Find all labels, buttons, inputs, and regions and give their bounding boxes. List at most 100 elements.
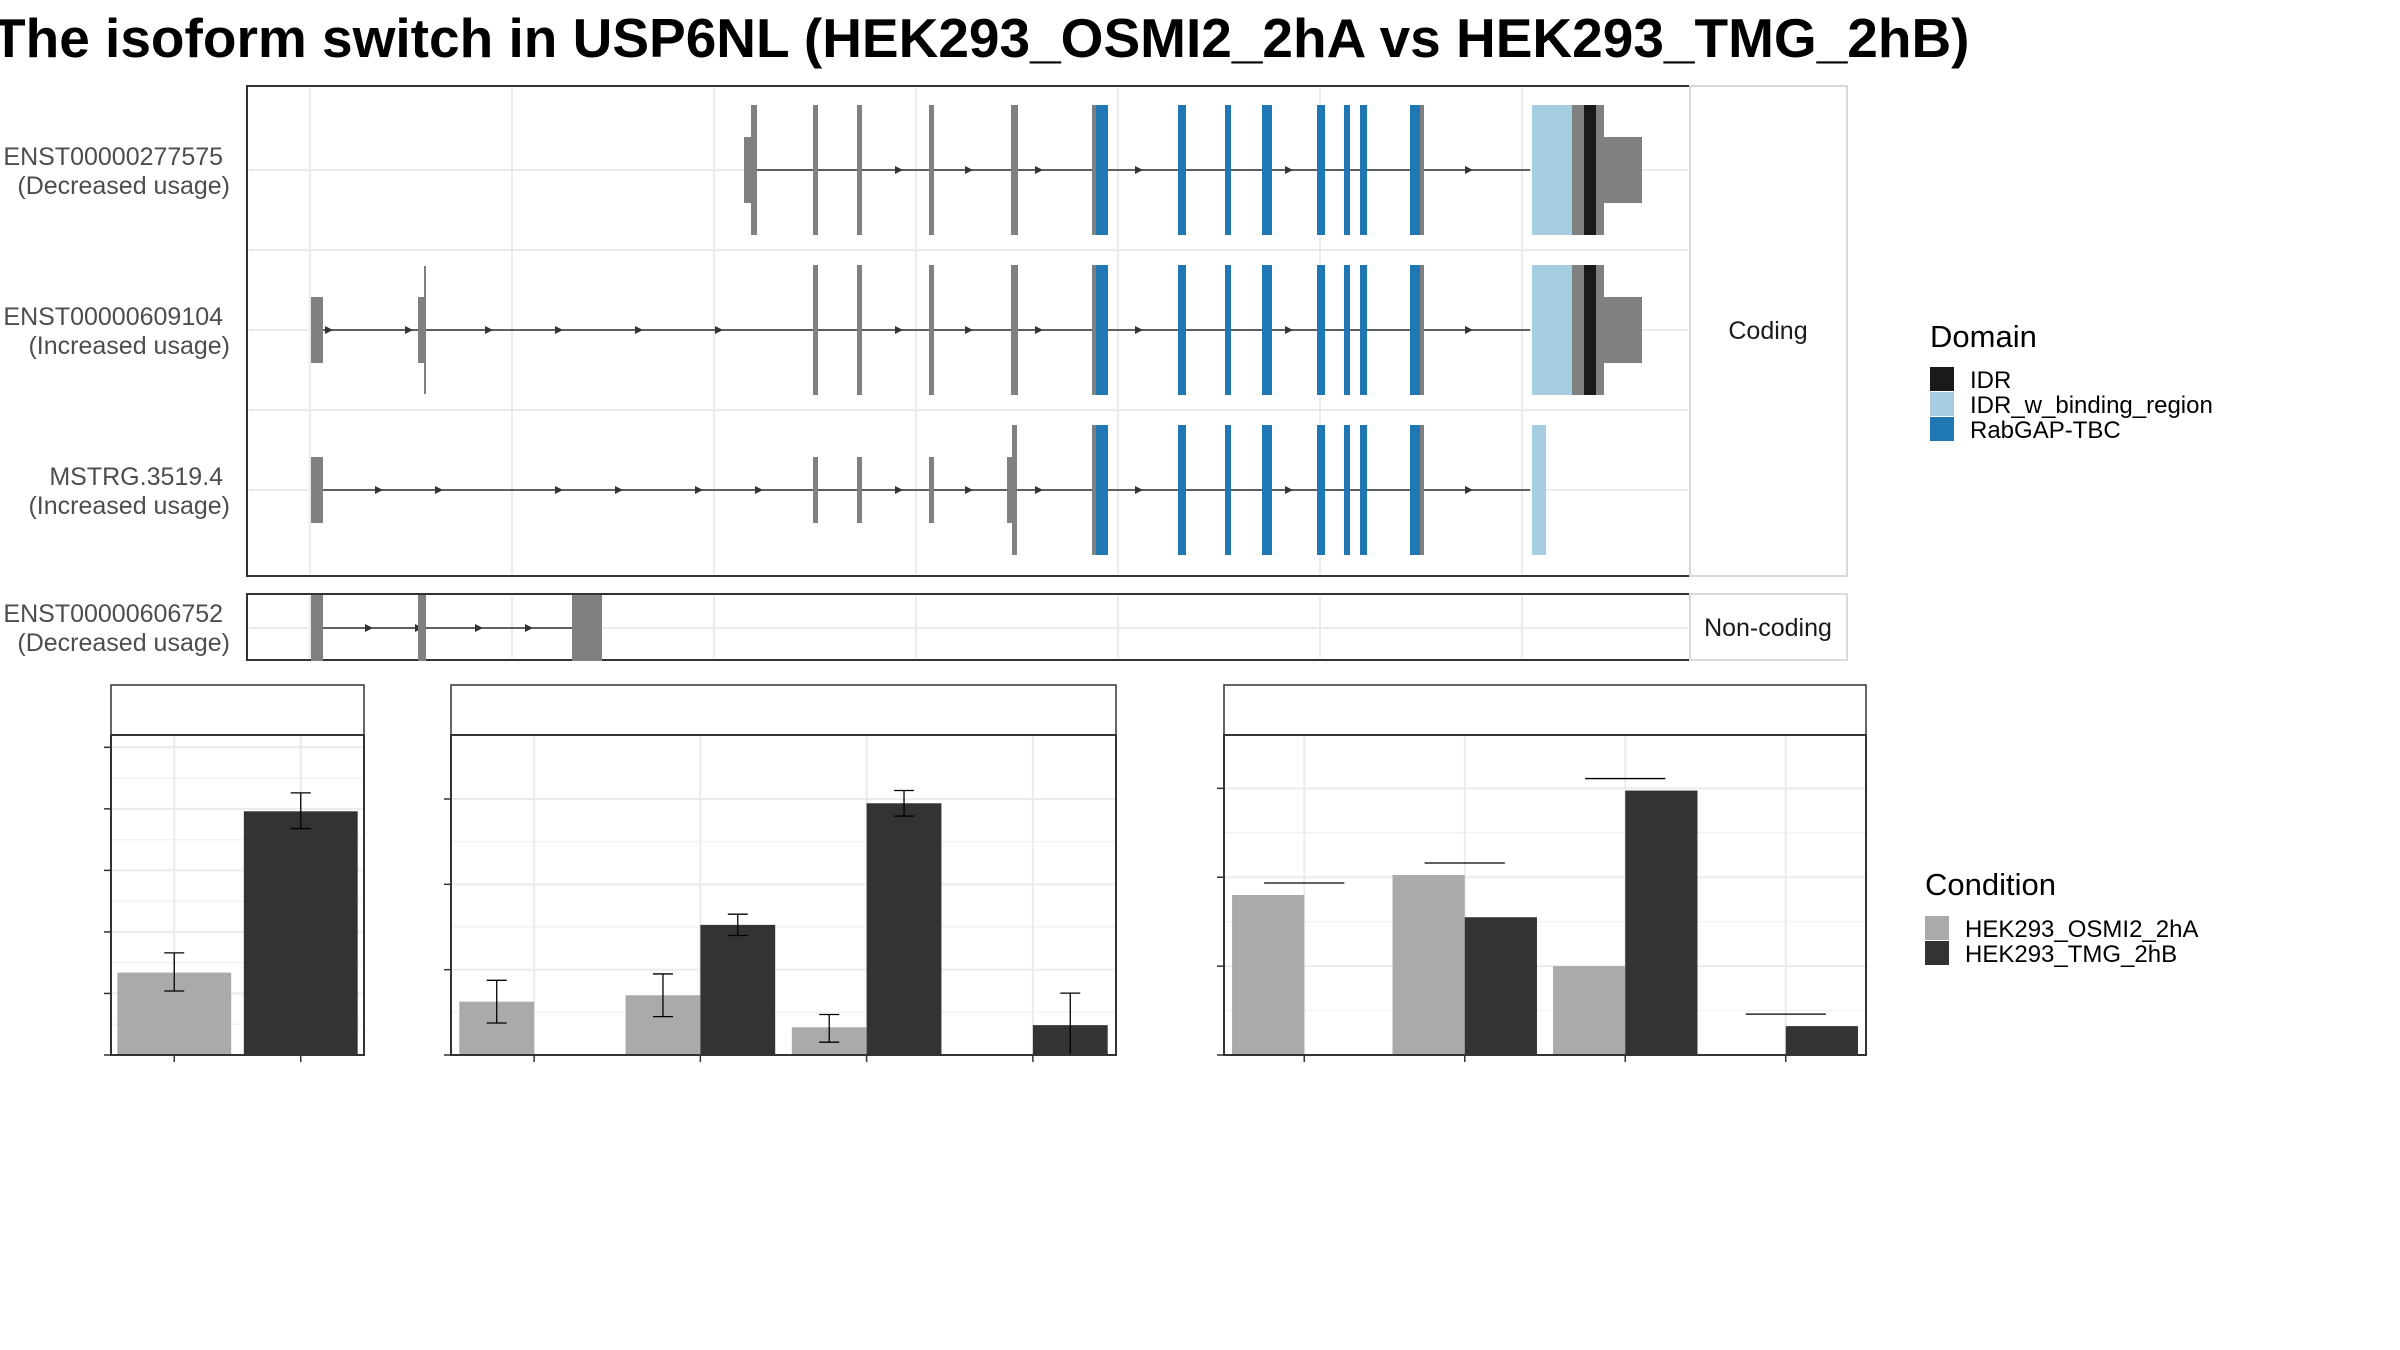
strand-arrow [1035,166,1043,174]
bar [1785,1026,1858,1055]
exon-block [1596,105,1604,235]
exon-block [751,105,757,235]
legend-swatch-idr-binding [1930,392,1954,416]
strand-arrow [755,486,763,494]
isoform-expression-chart [444,684,1117,1062]
rabgap-domain-block [1360,425,1367,555]
exon-block [813,265,818,395]
legend-swatch-cond-b [1925,941,1949,965]
transcript-2-usage: (Increased usage) [28,332,230,360]
transcript-label-2: ENST00000609104 (Increased usage) [3,303,230,360]
rabgap-domain-block [1317,265,1325,395]
rabgap-domain-block [1344,425,1350,555]
strand-arrow [1035,486,1043,494]
exon-block [1420,425,1424,555]
idr-domain-block [1584,105,1596,235]
strand-arrow [695,486,703,494]
strand-arrow [555,486,563,494]
rabgap-domain-block [1262,105,1272,235]
transcript-3-id: MSTRG.3519.4 [49,463,223,491]
rabgap-domain-block [1410,265,1422,395]
rabgap-domain-block [1262,425,1272,555]
rabgap-domain-block [1262,265,1272,395]
condition-legend: Condition HEK293_OSMI2_2hA HEK293_TMG_2h… [1925,867,2198,968]
exon-block [929,105,934,235]
rabgap-domain-block [1178,265,1186,395]
exon-block [857,265,862,395]
legend-label-idr-binding: IDR_w_binding_region [1970,392,2213,419]
legend-swatch-cond-a [1925,916,1949,940]
utr-block [1007,457,1013,523]
strand-arrow [1285,326,1293,334]
exon-block [1420,105,1424,235]
plot-frame [110,734,365,1056]
transcript-4-usage: (Decreased usage) [17,629,230,657]
utr-block [311,457,323,523]
rabgap-domain-block [1178,105,1186,235]
idr-binding-domain-block [1532,265,1572,395]
exon-block [1596,265,1604,395]
exon-block [857,105,862,235]
condition-legend-title: Condition [1925,867,2056,902]
structure-panel: Coding Non-coding ENST00000277575 (Decre… [3,85,1848,661]
rabgap-domain-block [1344,105,1350,235]
bar [243,811,358,1055]
transcript-3-usage: (Increased usage) [28,492,230,520]
plot-frame [1223,734,1867,1056]
exon-block [1572,265,1584,395]
transcript-1-id: ENST00000277575 [3,143,223,171]
plot-background [451,735,1116,1055]
legend-label-rabgap: RabGAP-TBC [1970,417,2121,444]
rabgap-domain-block [1410,425,1422,555]
bar [700,924,776,1055]
strip-noncoding-box [1689,593,1848,661]
rabgap-domain-block [1096,105,1108,235]
strand-arrow [525,624,533,632]
strand-arrow [435,486,443,494]
bar [1464,917,1537,1055]
transcript-label-1: ENST00000277575 (Decreased usage) [3,143,230,200]
strand-arrow [615,486,623,494]
strand-arrow [1135,326,1143,334]
legend-swatch-rabgap [1930,417,1954,441]
strand-arrow [1465,486,1473,494]
strand-arrow [965,486,973,494]
rabgap-domain-block [1410,105,1422,235]
strand-arrow [1135,486,1143,494]
strand-arrow [1465,326,1473,334]
legend-label-cond-a: HEK293_OSMI2_2hA [1965,916,2198,943]
bar [1392,875,1465,1055]
rabgap-domain-block [1225,105,1231,235]
idr-binding-domain-block [1532,105,1572,235]
rabgap-domain-block [1096,425,1108,555]
strand-arrow [965,326,973,334]
strand-arrow [635,326,643,334]
strand-arrow [375,486,383,494]
strand-arrow [325,326,333,334]
strand-arrow [485,326,493,334]
transcript-2-id: ENST00000609104 [3,303,223,331]
rabgap-domain-block [1096,265,1108,395]
strand-arrow [1285,486,1293,494]
exon-block [1420,265,1424,395]
exon-block [1011,105,1018,235]
rabgap-domain-block [1344,265,1350,395]
utr-block [857,457,862,523]
rabgap-domain-block [1360,265,1367,395]
gene-expression-chart [104,684,365,1062]
bar [1625,790,1698,1055]
transcript-4-id: ENST00000606752 [3,600,223,628]
legend-swatch-idr [1930,367,1954,391]
domain-legend-title: Domain [1930,319,2037,354]
legend-label-idr: IDR [1970,367,2011,394]
exon-block [1572,105,1584,235]
strand-arrow [895,486,903,494]
rabgap-domain-block [1317,105,1325,235]
utr-block [1604,297,1642,363]
utr-block [311,297,323,363]
utr-block [572,595,602,661]
strand-arrow [895,166,903,174]
isoform-usage-chart [1217,684,1867,1062]
strand-arrow [1135,166,1143,174]
